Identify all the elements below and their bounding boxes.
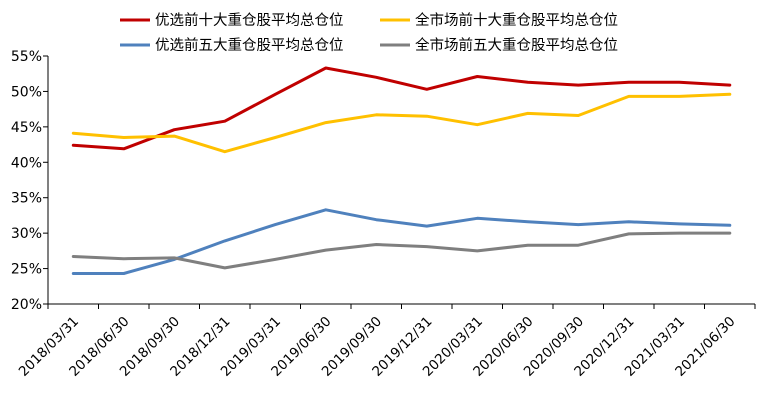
- legend-item-4: 全市场前五大重仓股平均总仓位: [380, 36, 618, 54]
- series-line-1: [71, 66, 732, 151]
- y-tick-label: 55%: [11, 49, 42, 65]
- legend-label: 优选前十大重仓股平均总仓位: [155, 12, 344, 29]
- legend: 优选前十大重仓股平均总仓位 全市场前十大重仓股平均总仓位优选前五大重仓股平均总仓位…: [120, 11, 618, 54]
- y-tick-label: 30%: [11, 226, 42, 242]
- plot-area: 20% 25% 30% 35% 40% 45% 50% 55% 2018/03/312018/…: [11, 49, 756, 380]
- y-tick-label: 20%: [11, 297, 42, 313]
- legend-label: 全市场前五大重仓股平均总仓位: [415, 36, 618, 54]
- legend-item-2: 全市场前十大重仓股平均总仓位: [380, 11, 618, 29]
- legend-label: 优选前五大重仓股平均总仓位: [155, 37, 344, 54]
- legend-item-3: 优选前五大重仓股平均总仓位: [120, 37, 344, 54]
- y-axis-ticks: 20% 25% 30% 35% 40% 45% 50% 55%: [11, 49, 48, 313]
- y-tick-label: 50%: [11, 84, 42, 100]
- y-tick-label: 35%: [11, 191, 42, 207]
- series-line-3: [71, 208, 732, 275]
- series-line-4: [71, 231, 732, 270]
- x-axis-ticks: 2018/03/312018/06/302018/09/302018/12/31…: [16, 304, 756, 380]
- y-tick-label: 25%: [11, 262, 42, 278]
- series-lines: [71, 66, 732, 275]
- y-tick-label: 40%: [11, 155, 42, 171]
- series-line-2: [71, 92, 732, 154]
- legend-label: 全市场前十大重仓股平均总仓位: [415, 11, 618, 29]
- legend-item-1: 优选前十大重仓股平均总仓位: [120, 12, 344, 29]
- y-tick-label: 45%: [11, 120, 42, 136]
